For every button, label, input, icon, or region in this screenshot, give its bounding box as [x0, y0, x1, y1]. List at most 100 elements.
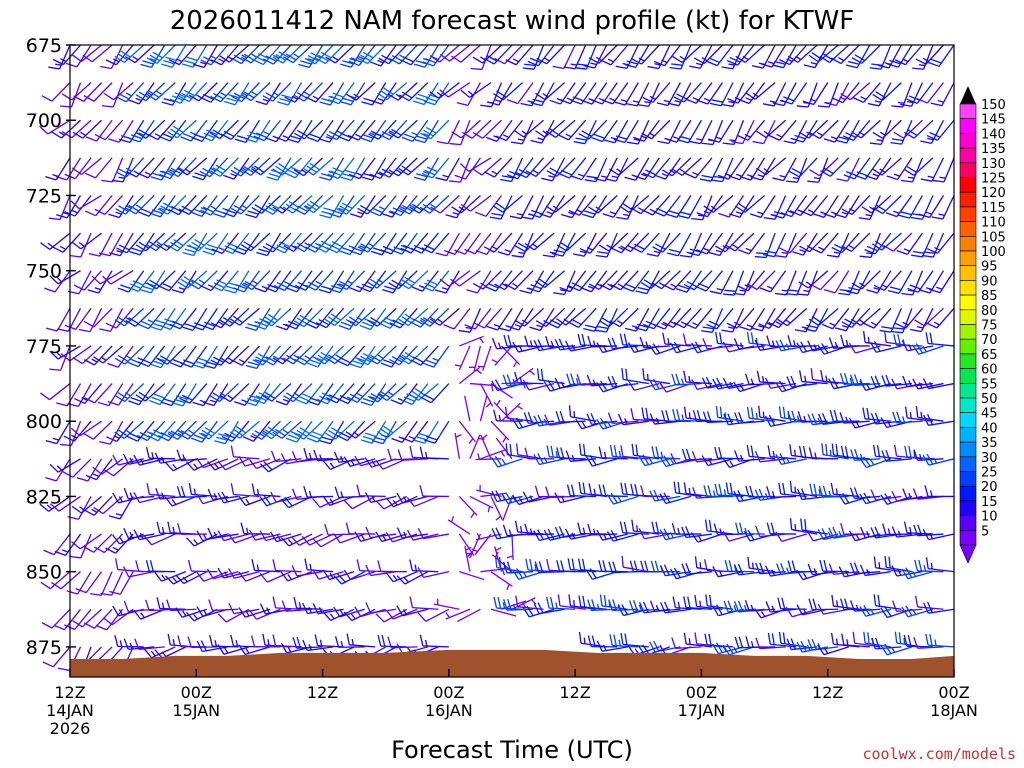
- wind-barb: [48, 44, 71, 70]
- wind-barb: [662, 332, 691, 347]
- wind-barb: [563, 44, 587, 70]
- colorbar-cell: [959, 118, 977, 134]
- wind-barb: [870, 375, 902, 388]
- colorbar-tick-label: 80: [981, 304, 998, 319]
- plot-frame: [69, 44, 955, 678]
- wind-barb: [365, 526, 397, 539]
- wind-barb: [810, 270, 839, 291]
- wind-barb: [821, 307, 850, 330]
- wind-barb: [108, 119, 134, 143]
- wind-barb: [389, 345, 418, 366]
- wind-barb: [67, 496, 92, 520]
- wind-barb: [406, 529, 439, 541]
- wind-barb: [869, 119, 892, 146]
- y-tick-label: 725: [26, 185, 62, 207]
- wind-barb: [799, 370, 828, 385]
- wind-barb: [348, 157, 376, 180]
- wind-barb: [382, 270, 408, 294]
- wind-barb: [705, 594, 734, 610]
- wind-barb: [429, 44, 460, 63]
- wind-barb: [137, 307, 166, 330]
- wind-barb: [925, 332, 955, 347]
- wind-barb: [459, 571, 485, 581]
- wind-barb: [887, 44, 913, 68]
- wind-barb: [417, 567, 450, 579]
- wind-barb: [490, 420, 510, 443]
- wind-barb: [217, 530, 250, 542]
- wind-barb: [101, 157, 124, 183]
- wind-barb: [554, 526, 586, 539]
- wind-barb: [69, 533, 92, 559]
- wind-barb: [842, 119, 871, 142]
- wind-barb: [883, 232, 913, 252]
- wind-barb: [882, 523, 912, 536]
- wind-barb: [660, 601, 691, 614]
- wind-barb: [809, 157, 839, 177]
- wind-barb: [458, 366, 482, 385]
- wind-barb: [83, 307, 113, 328]
- colorbar-max-arrow: [960, 86, 976, 104]
- wind-barb: [303, 447, 334, 460]
- wind-barb: [169, 307, 197, 330]
- wind-barb: [803, 44, 829, 69]
- wind-barb: [839, 372, 870, 385]
- wind-barb: [846, 270, 871, 295]
- wind-barb: [249, 529, 281, 541]
- wind-barb: [73, 82, 103, 102]
- colorbar-cell: [959, 324, 977, 340]
- wind-barb: [262, 44, 292, 65]
- wind-barb: [52, 232, 82, 253]
- wind-barb: [85, 119, 113, 142]
- wind-barb: [203, 345, 229, 369]
- wind-barb: [375, 531, 407, 543]
- wind-barb: [176, 449, 207, 462]
- wind-barb: [245, 195, 271, 219]
- wind-barb: [556, 447, 586, 460]
- wind-barb: [458, 533, 475, 558]
- wind-barb: [409, 559, 439, 573]
- wind-barb: [209, 157, 239, 177]
- wind-barb: [436, 119, 460, 145]
- wind-barb: [656, 82, 681, 107]
- wind-barb: [763, 232, 787, 258]
- wind-barb: [377, 383, 408, 402]
- wind-barb: [585, 454, 618, 467]
- wind-barb: [439, 44, 471, 62]
- wind-barb: [114, 44, 145, 64]
- wind-barb: [733, 338, 765, 350]
- wind-barb: [388, 82, 418, 101]
- wind-barb: [819, 559, 849, 573]
- wind-barb: [240, 157, 271, 176]
- wind-barb: [367, 383, 397, 403]
- wind-barb: [754, 450, 786, 463]
- colorbar-cell: [959, 382, 977, 399]
- wind-barb: [123, 600, 155, 613]
- wind-barb: [252, 44, 281, 66]
- wind-barb: [137, 345, 166, 368]
- wind-barb: [176, 486, 207, 498]
- wind-barb: [798, 119, 829, 139]
- wind-barb: [507, 307, 534, 331]
- wind-barb: [606, 492, 639, 505]
- wind-barb: [570, 157, 597, 181]
- credit-text: coolwx.com/models: [862, 745, 1016, 763]
- wind-barb: [804, 308, 829, 332]
- wind-barb: [283, 232, 313, 252]
- wind-barb: [745, 373, 776, 386]
- wind-barb: [677, 195, 702, 219]
- wind-barb: [746, 406, 776, 422]
- wind-barb: [489, 195, 513, 220]
- wind-barb: [93, 495, 124, 515]
- wind-barb: [752, 119, 776, 145]
- wind-barb: [294, 119, 324, 140]
- wind-barb: [105, 44, 134, 66]
- wind-barb: [114, 383, 145, 402]
- wind-barb: [454, 433, 462, 459]
- wind-barb: [454, 157, 481, 180]
- wind-barb: [188, 483, 218, 498]
- wind-barb: [145, 446, 176, 460]
- wind-barb: [356, 559, 386, 573]
- wind-barb: [728, 157, 755, 181]
- wind-barb: [694, 44, 723, 65]
- wind-barb: [808, 447, 839, 460]
